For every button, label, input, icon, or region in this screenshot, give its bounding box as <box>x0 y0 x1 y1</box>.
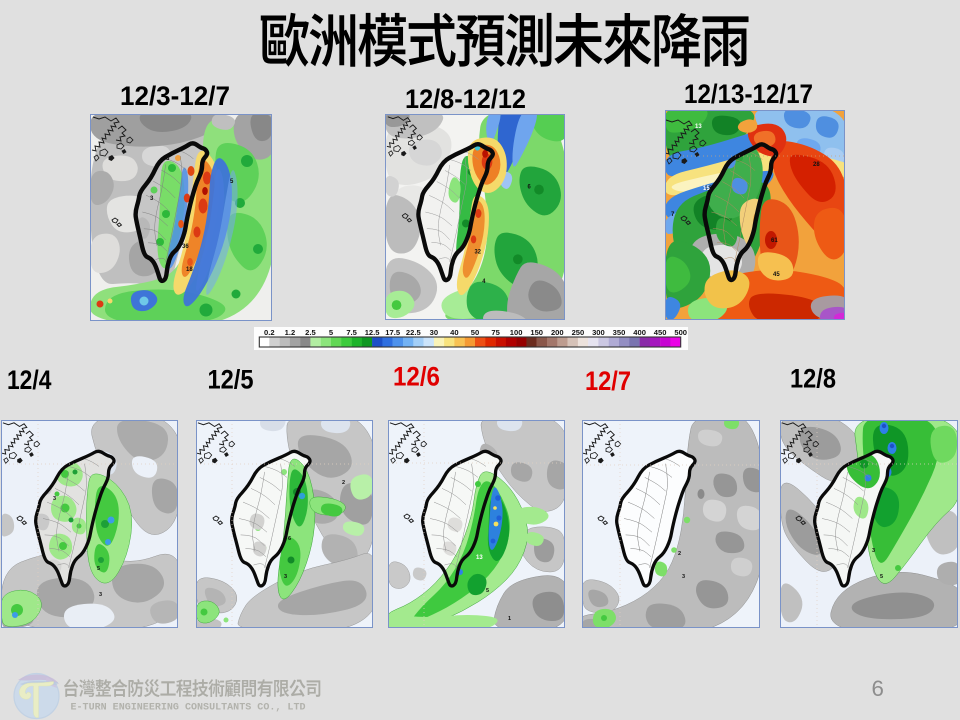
svg-text:450: 450 <box>654 328 667 337</box>
svg-text:200: 200 <box>551 328 564 337</box>
svg-text:12.5: 12.5 <box>365 328 381 337</box>
svg-text:150: 150 <box>530 328 543 337</box>
svg-text:3: 3 <box>53 496 56 502</box>
svg-text:7: 7 <box>671 212 675 218</box>
svg-text:12/5: 12/5 <box>208 365 254 395</box>
svg-text:12/13-12/17: 12/13-12/17 <box>684 80 813 109</box>
svg-text:8: 8 <box>166 156 170 162</box>
svg-text:7.5: 7.5 <box>346 328 357 337</box>
svg-text:E-TURN ENGINEERING CONSULTANTS: E-TURN ENGINEERING CONSULTANTS CO., LTD <box>71 703 306 714</box>
svg-text:15: 15 <box>703 186 710 192</box>
svg-text:12/7: 12/7 <box>585 366 631 395</box>
svg-text:15: 15 <box>705 186 712 192</box>
svg-text:28: 28 <box>813 162 820 168</box>
svg-text:13: 13 <box>476 555 483 561</box>
svg-text:12/8: 12/8 <box>790 364 836 394</box>
svg-text:13: 13 <box>695 124 702 130</box>
svg-text:22.5: 22.5 <box>406 328 422 337</box>
svg-text:0.2: 0.2 <box>264 328 275 337</box>
svg-text:5: 5 <box>486 588 489 594</box>
svg-text:61: 61 <box>771 238 778 244</box>
svg-text:500: 500 <box>674 328 687 337</box>
svg-text:5: 5 <box>329 328 334 337</box>
svg-text:12/3-12/7: 12/3-12/7 <box>120 81 230 111</box>
svg-text:300: 300 <box>592 328 605 337</box>
svg-text:30: 30 <box>430 328 438 337</box>
svg-text:5: 5 <box>880 574 883 580</box>
svg-text:45: 45 <box>773 272 780 278</box>
svg-text:1: 1 <box>508 616 511 622</box>
svg-text:50: 50 <box>471 328 479 337</box>
svg-text:32: 32 <box>475 249 482 255</box>
svg-text:36: 36 <box>182 244 189 250</box>
svg-text:5: 5 <box>230 179 234 185</box>
svg-text:5: 5 <box>97 566 100 572</box>
svg-text:3: 3 <box>284 574 287 580</box>
svg-text:6: 6 <box>872 676 884 701</box>
svg-text:100: 100 <box>510 328 523 337</box>
svg-text:17.5: 17.5 <box>385 328 401 337</box>
svg-text:350: 350 <box>613 328 626 337</box>
svg-text:40: 40 <box>450 328 458 337</box>
svg-text:4: 4 <box>482 279 486 285</box>
svg-text:3: 3 <box>872 548 875 554</box>
svg-text:1.2: 1.2 <box>285 328 296 337</box>
svg-text:18: 18 <box>186 267 193 273</box>
svg-text:2: 2 <box>342 480 345 486</box>
svg-text:12/4: 12/4 <box>7 365 51 395</box>
svg-text:250: 250 <box>572 328 585 337</box>
svg-text:3: 3 <box>150 196 154 202</box>
svg-text:3: 3 <box>99 592 102 598</box>
svg-text:6: 6 <box>527 185 531 191</box>
svg-text:3: 3 <box>682 574 685 580</box>
svg-text:12/6: 12/6 <box>393 362 440 392</box>
svg-text:2: 2 <box>678 551 681 557</box>
svg-text:2.5: 2.5 <box>305 328 316 337</box>
svg-text:400: 400 <box>633 328 646 337</box>
svg-text:75: 75 <box>491 328 500 337</box>
svg-text:12/8-12/12: 12/8-12/12 <box>405 84 526 114</box>
svg-text:6: 6 <box>288 536 291 542</box>
